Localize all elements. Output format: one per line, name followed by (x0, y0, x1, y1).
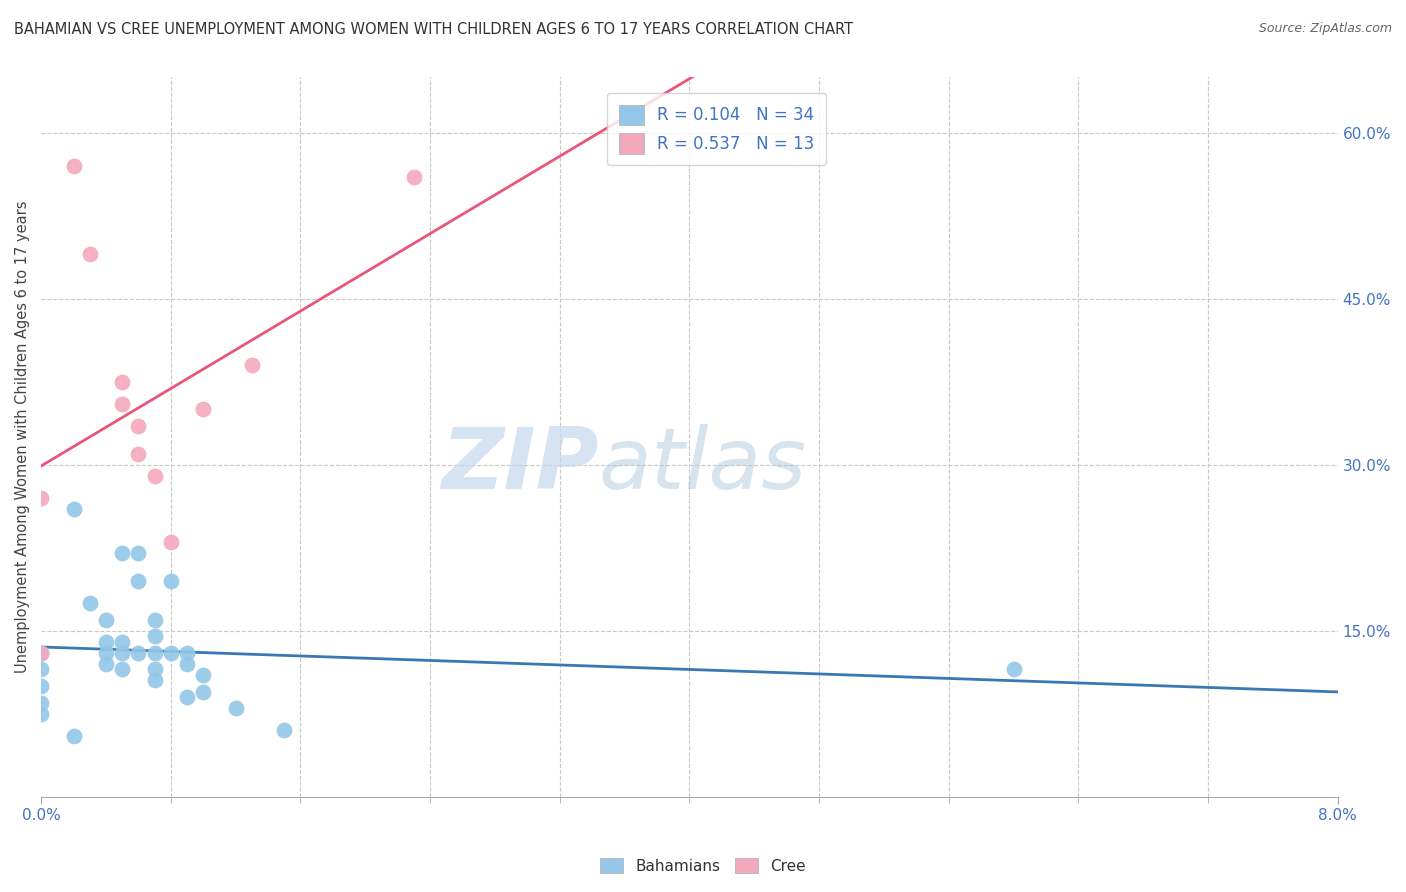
Point (111, 397, 134, 411)
Point (159, 535, 181, 549)
Point (1002, 662, 1025, 676)
Point (159, 574, 181, 588)
Point (30, 646, 52, 660)
Point (62, 729, 84, 743)
Point (143, 629, 166, 643)
Point (127, 646, 149, 660)
Point (127, 546, 149, 560)
Point (402, 169, 425, 184)
Point (111, 662, 134, 676)
Point (225, 701, 247, 715)
Legend: R = 0.104   N = 34, R = 0.537   N = 13: R = 0.104 N = 34, R = 0.537 N = 13 (607, 93, 825, 165)
Point (30, 662, 52, 676)
Point (111, 375, 134, 389)
Point (30, 706, 52, 721)
Point (62, 159, 84, 173)
Point (62, 502, 84, 516)
Point (143, 673, 166, 688)
Point (193, 684, 215, 698)
Y-axis label: Unemployment Among Women with Children Ages 6 to 17 years: Unemployment Among Women with Children A… (15, 201, 30, 673)
Point (159, 646, 181, 660)
Text: atlas: atlas (599, 425, 807, 508)
Point (143, 468, 166, 483)
Point (143, 613, 166, 627)
Point (30, 491, 52, 505)
Legend: Bahamians, Cree: Bahamians, Cree (593, 852, 813, 880)
Point (111, 646, 134, 660)
Point (240, 358, 263, 372)
Text: Source: ZipAtlas.com: Source: ZipAtlas.com (1258, 22, 1392, 36)
Point (79, 247, 101, 261)
Point (111, 546, 134, 560)
Point (94, 657, 117, 671)
Point (30, 679, 52, 693)
Point (273, 723, 295, 738)
Text: BAHAMIAN VS CREE UNEMPLOYMENT AMONG WOMEN WITH CHILDREN AGES 6 TO 17 YEARS CORRE: BAHAMIAN VS CREE UNEMPLOYMENT AMONG WOME… (14, 22, 853, 37)
Point (143, 646, 166, 660)
Point (30, 696, 52, 710)
Point (94, 613, 117, 627)
Point (176, 657, 198, 671)
Point (193, 402, 215, 417)
Point (176, 690, 198, 704)
Point (79, 596, 101, 610)
Point (193, 668, 215, 682)
Point (127, 574, 149, 588)
Point (176, 646, 198, 660)
Point (111, 634, 134, 648)
Point (94, 646, 117, 660)
Point (30, 646, 52, 660)
Point (94, 634, 117, 648)
Text: ZIP: ZIP (441, 425, 599, 508)
Point (143, 662, 166, 676)
Point (127, 447, 149, 461)
Point (127, 419, 149, 434)
